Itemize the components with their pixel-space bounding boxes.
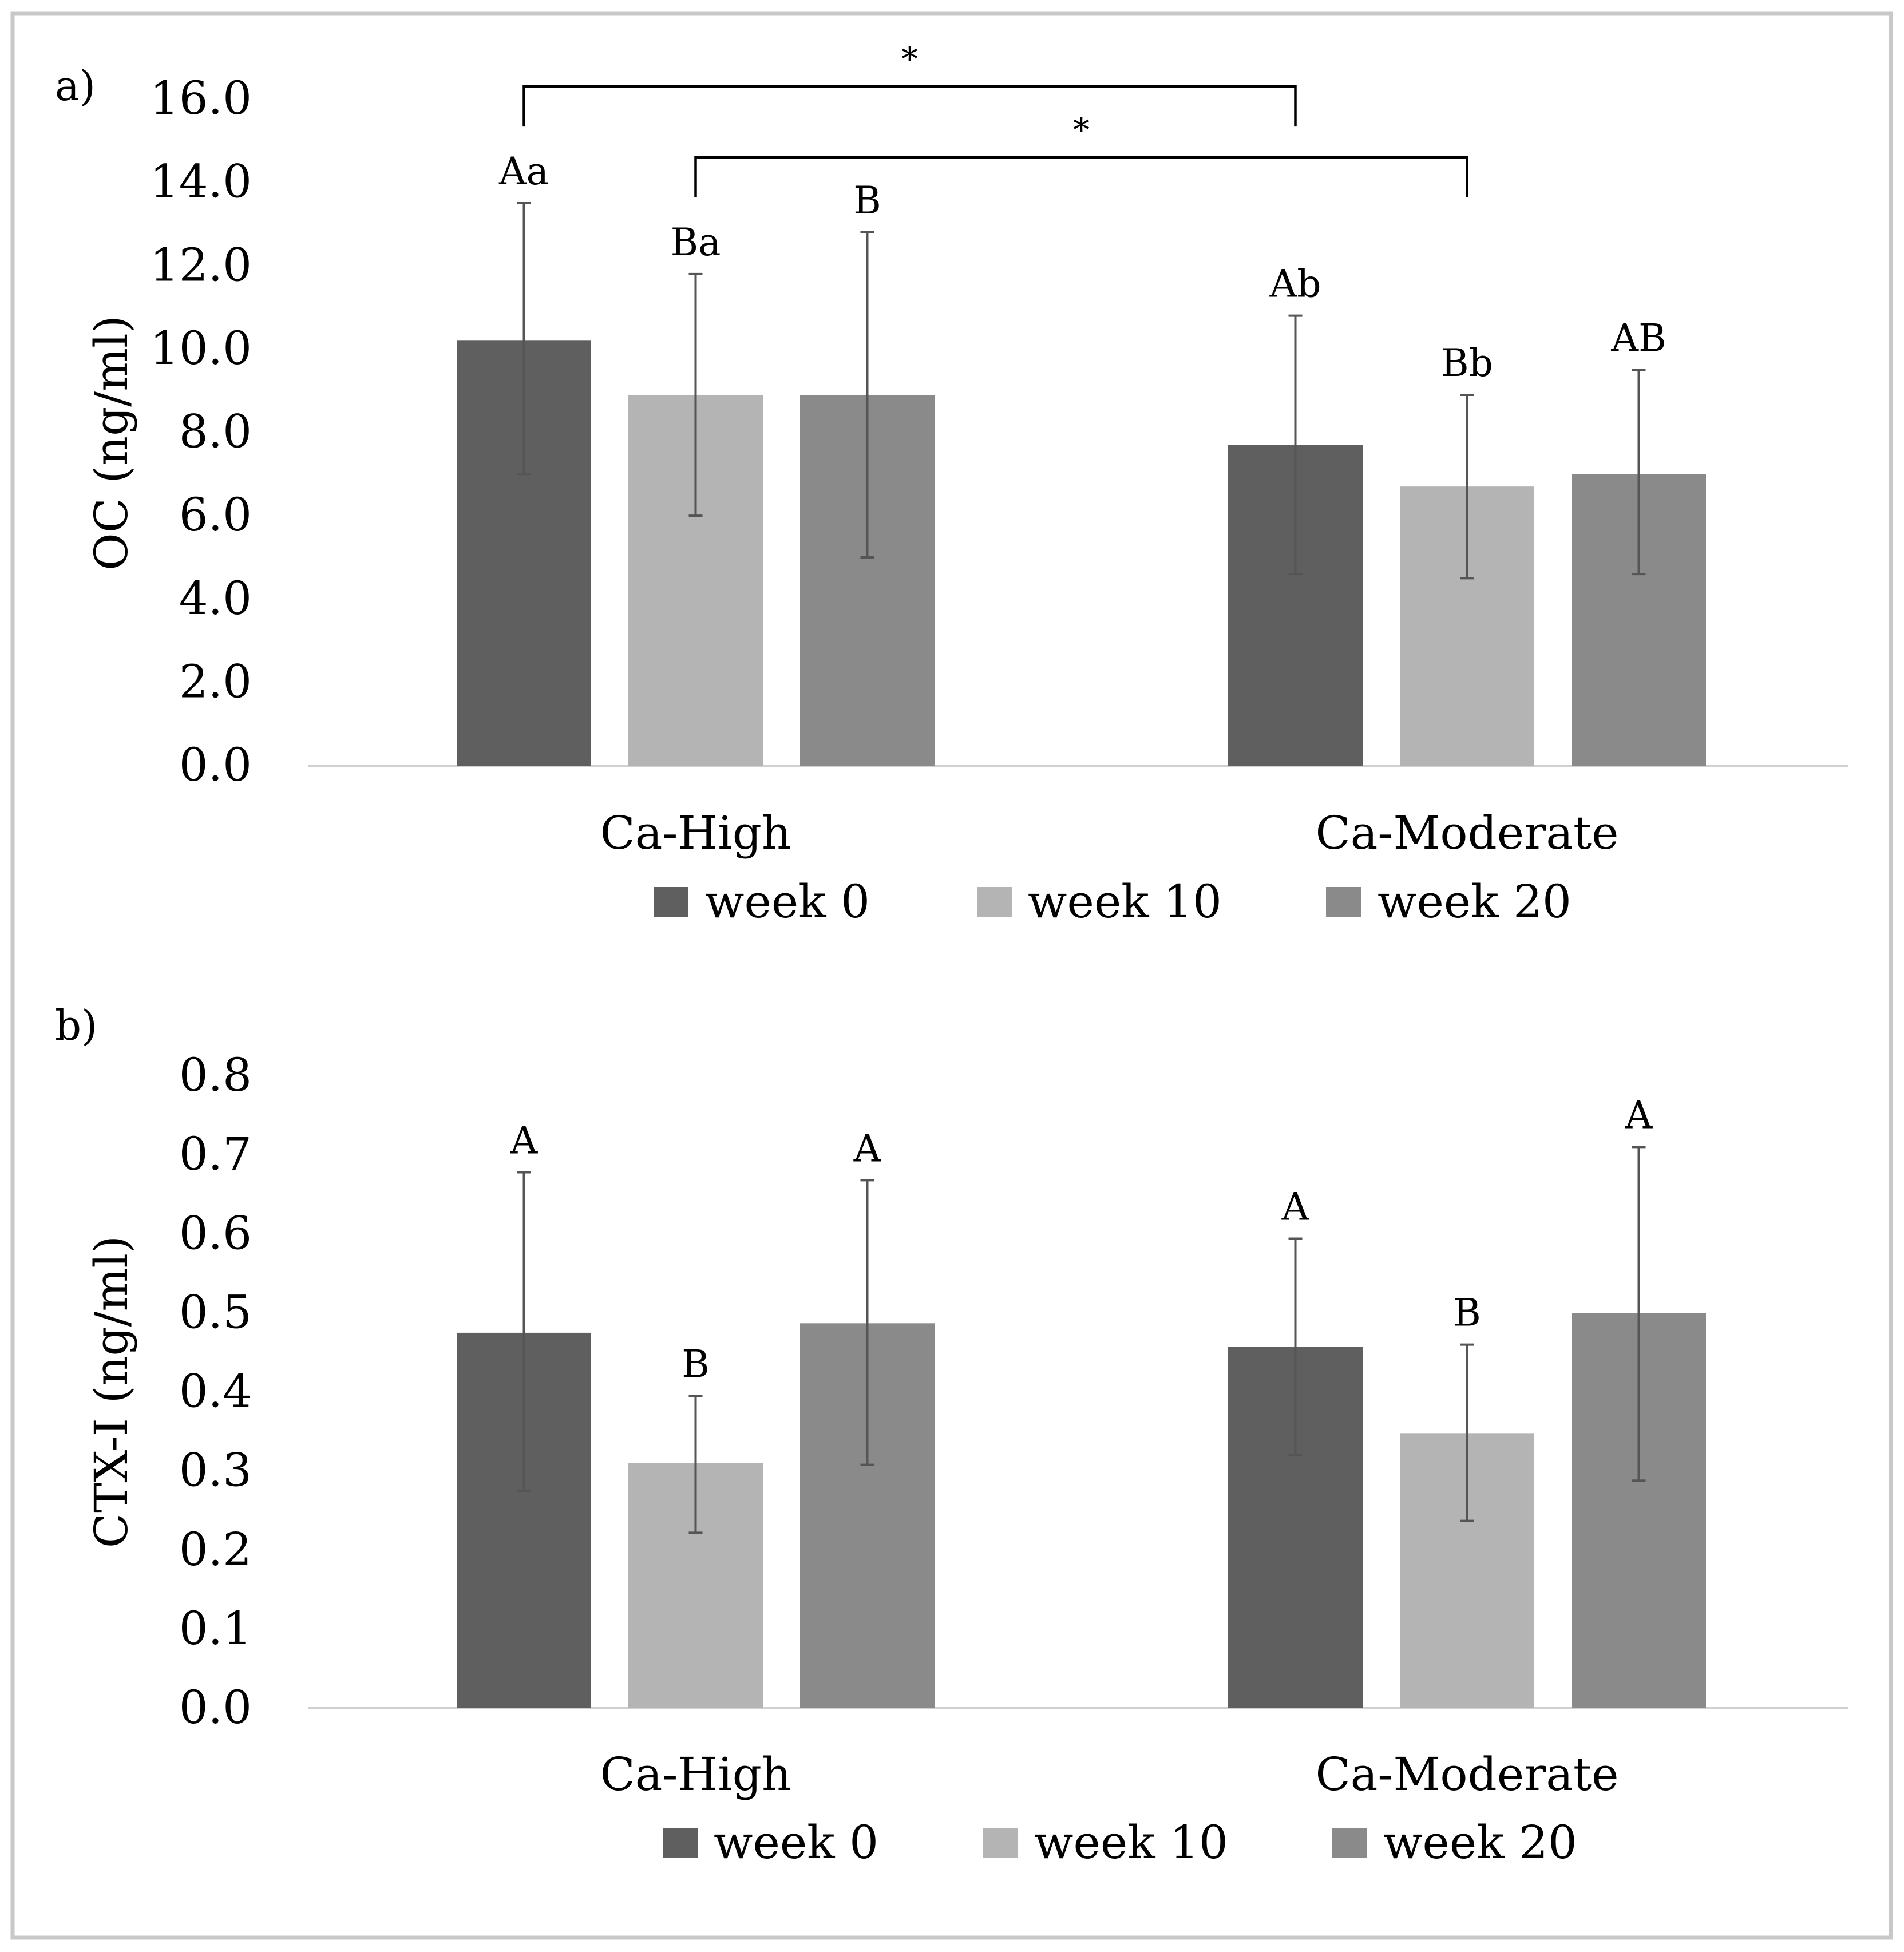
- y-tick-label: 0.2: [179, 1523, 252, 1576]
- y-tick-label: 12.0: [150, 238, 252, 291]
- legend-swatch: [1326, 887, 1361, 917]
- legend-label: week 10: [1034, 1816, 1228, 1869]
- chart-panel-a: a) OC (ng/ml) 0.0 2.0 4.0 6.0 8.0 10.0 12.0 14.…: [55, 39, 1848, 928]
- legend-swatch: [654, 887, 688, 917]
- bar-letter: Bb: [1441, 341, 1493, 385]
- bar-letter: B: [853, 179, 881, 223]
- y-tick-label: 6.0: [179, 488, 252, 541]
- y-tick-label: 8.0: [179, 405, 252, 458]
- y-axis-label: CTX-I (ng/ml): [85, 1236, 138, 1548]
- bar-letter: B: [1453, 1291, 1481, 1335]
- legend-label: week 0: [714, 1816, 878, 1869]
- category-label: Ca-High: [600, 806, 791, 860]
- bar-letter: Ab: [1269, 262, 1321, 306]
- significance-brackets: **: [522, 39, 1468, 197]
- legend-swatch: [663, 1828, 698, 1858]
- y-tick-labels: 0.0 0.1 0.2 0.3 0.4 0.5 0.6 0.7 0.8: [179, 1048, 252, 1734]
- y-tick-label: 0.5: [179, 1285, 252, 1339]
- category-label: Ca-High: [600, 1748, 791, 1801]
- y-tick-label: 4.0: [179, 572, 252, 625]
- y-tick-label: 10.0: [150, 322, 252, 375]
- bar-letter: A: [1281, 1185, 1310, 1229]
- y-tick-label: 0.1: [179, 1602, 252, 1655]
- y-tick-label: 0.4: [179, 1365, 252, 1418]
- category-labels: Ca-High Ca-Moderate: [600, 1748, 1618, 1801]
- y-tick-label: 0.0: [179, 1681, 252, 1734]
- bar-letter: Ba: [671, 220, 721, 264]
- bars: [457, 340, 1706, 766]
- bar-letter: A: [1625, 1093, 1653, 1137]
- y-axis-label: OC (ng/ml): [85, 315, 138, 571]
- bars: [457, 1313, 1706, 1708]
- legend-swatch: [1332, 1828, 1367, 1858]
- category-labels: Ca-High Ca-Moderate: [600, 806, 1618, 860]
- y-tick-label: 0.7: [179, 1127, 252, 1181]
- legend-label: week 10: [1028, 875, 1222, 928]
- category-label: Ca-Moderate: [1316, 1748, 1619, 1801]
- y-tick-label: 0.3: [179, 1444, 252, 1497]
- y-tick-label: 2.0: [179, 655, 252, 708]
- chart-panel-b: b) CTX-I (ng/ml) 0.00.10.20.30.40.50.60.…: [55, 1001, 1848, 1869]
- bar-letter: B: [682, 1342, 710, 1386]
- error-bars: [517, 202, 1646, 580]
- y-tick-label: 16.0: [150, 72, 252, 125]
- legend: week 0 week 10 week 20: [654, 875, 1572, 928]
- y-tick-label: 0.8: [179, 1048, 252, 1102]
- y-tick-label: 0.0: [179, 738, 252, 791]
- bar-letter: A: [853, 1126, 882, 1170]
- panel-label: a): [55, 62, 96, 110]
- bar-letter: Aa: [498, 149, 549, 193]
- bar-letters: A A B B A A: [510, 1093, 1653, 1386]
- significance-marker: *: [1073, 110, 1090, 149]
- legend-label: week 20: [1383, 1816, 1577, 1869]
- panel-label: b): [55, 1001, 97, 1050]
- y-tick-label: 0.6: [179, 1206, 252, 1260]
- error-bars: [517, 1146, 1646, 1534]
- significance-bracket: [694, 156, 1468, 197]
- legend-label: week 20: [1377, 875, 1572, 928]
- legend: week 0 week 10 week 20: [663, 1816, 1577, 1869]
- bar-letter: AB: [1610, 316, 1666, 360]
- category-label: Ca-Moderate: [1316, 806, 1619, 860]
- legend-label: week 0: [705, 875, 870, 928]
- y-tick-labels: 0.0 2.0 4.0 6.0 8.0 10.0 12.0 14.0 16.0: [150, 72, 252, 791]
- significance-marker: *: [901, 39, 918, 78]
- figure-frame: [10, 11, 1893, 1940]
- legend-swatch: [983, 1828, 1018, 1858]
- bar-letters: Aa Ab Ba Bb B AB: [498, 149, 1667, 385]
- y-tick-label: 14.0: [150, 155, 252, 208]
- legend-swatch: [977, 887, 1012, 917]
- significance-bracket: [522, 85, 1297, 127]
- bar-letter: A: [510, 1119, 539, 1163]
